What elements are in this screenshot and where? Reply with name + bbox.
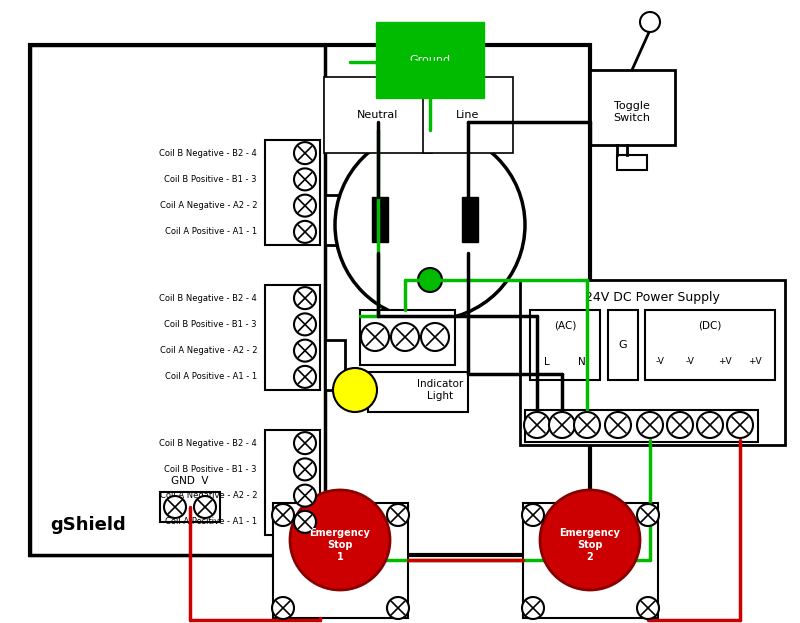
Circle shape — [290, 490, 390, 590]
Circle shape — [294, 340, 316, 361]
FancyBboxPatch shape — [360, 310, 455, 365]
Circle shape — [272, 504, 294, 526]
Text: Coil B Positive - B1 - 3: Coil B Positive - B1 - 3 — [165, 175, 257, 184]
Text: Coil A Negative - A2 - 2: Coil A Negative - A2 - 2 — [159, 201, 257, 210]
Text: Coil B Positive - B1 - 3: Coil B Positive - B1 - 3 — [165, 465, 257, 474]
Circle shape — [294, 221, 316, 243]
Circle shape — [637, 504, 659, 526]
FancyBboxPatch shape — [608, 310, 638, 380]
Text: (AC): (AC) — [554, 320, 576, 330]
Circle shape — [574, 412, 600, 438]
Text: Coil B Negative - B2 - 4: Coil B Negative - B2 - 4 — [159, 149, 257, 158]
Circle shape — [697, 412, 723, 438]
FancyBboxPatch shape — [30, 45, 590, 555]
Text: G: G — [618, 340, 627, 350]
Text: Coil A Positive - A1 - 1: Coil A Positive - A1 - 1 — [165, 227, 257, 236]
Circle shape — [361, 323, 389, 351]
Text: Coil B Positive - B1 - 3: Coil B Positive - B1 - 3 — [165, 320, 257, 329]
Circle shape — [294, 194, 316, 217]
FancyBboxPatch shape — [530, 310, 600, 380]
Text: Emergency
Stop
2: Emergency Stop 2 — [559, 528, 621, 561]
FancyBboxPatch shape — [325, 195, 345, 245]
Text: GND  V: GND V — [171, 476, 209, 486]
Circle shape — [387, 597, 409, 619]
Circle shape — [294, 459, 316, 480]
FancyBboxPatch shape — [590, 70, 675, 145]
Circle shape — [522, 504, 544, 526]
Circle shape — [294, 313, 316, 335]
FancyBboxPatch shape — [368, 372, 468, 412]
Circle shape — [335, 130, 525, 320]
Circle shape — [727, 412, 753, 438]
FancyBboxPatch shape — [462, 197, 478, 242]
FancyBboxPatch shape — [265, 140, 320, 245]
Circle shape — [272, 597, 294, 619]
FancyBboxPatch shape — [325, 340, 345, 390]
Circle shape — [637, 597, 659, 619]
FancyBboxPatch shape — [520, 280, 785, 445]
Circle shape — [387, 504, 409, 526]
FancyBboxPatch shape — [617, 155, 647, 170]
Text: Coil B Negative - B2 - 4: Coil B Negative - B2 - 4 — [159, 293, 257, 303]
Text: -V: -V — [655, 358, 665, 366]
Circle shape — [640, 12, 660, 32]
Text: Ground: Ground — [410, 55, 450, 65]
Circle shape — [667, 412, 693, 438]
Circle shape — [637, 412, 663, 438]
Circle shape — [391, 323, 419, 351]
Circle shape — [333, 368, 377, 412]
Circle shape — [540, 490, 640, 590]
Circle shape — [194, 496, 216, 518]
Text: +V: +V — [718, 358, 732, 366]
Circle shape — [164, 496, 186, 518]
Text: L: L — [544, 357, 550, 367]
Circle shape — [605, 412, 631, 438]
Text: Coil A Positive - A1 - 1: Coil A Positive - A1 - 1 — [165, 517, 257, 526]
Circle shape — [294, 432, 316, 454]
FancyBboxPatch shape — [30, 45, 325, 555]
Text: -V: -V — [686, 358, 694, 366]
Circle shape — [294, 142, 316, 164]
Circle shape — [294, 485, 316, 506]
Circle shape — [421, 323, 449, 351]
FancyBboxPatch shape — [523, 503, 658, 618]
Text: Line: Line — [456, 110, 480, 120]
FancyBboxPatch shape — [265, 285, 320, 390]
Text: 24V DC Power Supply: 24V DC Power Supply — [585, 292, 719, 305]
Text: Toggle
Switch: Toggle Switch — [614, 101, 650, 123]
FancyBboxPatch shape — [160, 492, 220, 522]
Text: N: N — [578, 357, 586, 367]
Circle shape — [522, 597, 544, 619]
Circle shape — [549, 412, 575, 438]
Text: Neutral: Neutral — [358, 110, 398, 120]
FancyBboxPatch shape — [273, 503, 408, 618]
Text: (DC): (DC) — [698, 320, 722, 330]
Text: +V: +V — [748, 358, 762, 366]
FancyBboxPatch shape — [645, 310, 775, 380]
Circle shape — [294, 511, 316, 533]
Circle shape — [294, 366, 316, 388]
Circle shape — [418, 268, 442, 292]
Text: Coil B Negative - B2 - 4: Coil B Negative - B2 - 4 — [159, 439, 257, 447]
Circle shape — [294, 168, 316, 191]
Text: Coil A Negative - A2 - 2: Coil A Negative - A2 - 2 — [159, 491, 257, 500]
FancyBboxPatch shape — [265, 430, 320, 535]
Circle shape — [524, 412, 550, 438]
Text: Indicator
Light: Indicator Light — [417, 379, 463, 401]
Text: Coil A Negative - A2 - 2: Coil A Negative - A2 - 2 — [159, 346, 257, 355]
Text: gShield: gShield — [50, 516, 126, 534]
Text: Coil A Positive - A1 - 1: Coil A Positive - A1 - 1 — [165, 373, 257, 381]
FancyBboxPatch shape — [372, 197, 388, 242]
FancyBboxPatch shape — [525, 410, 758, 442]
Text: Emergency
Stop
1: Emergency Stop 1 — [310, 528, 370, 561]
Circle shape — [294, 287, 316, 309]
